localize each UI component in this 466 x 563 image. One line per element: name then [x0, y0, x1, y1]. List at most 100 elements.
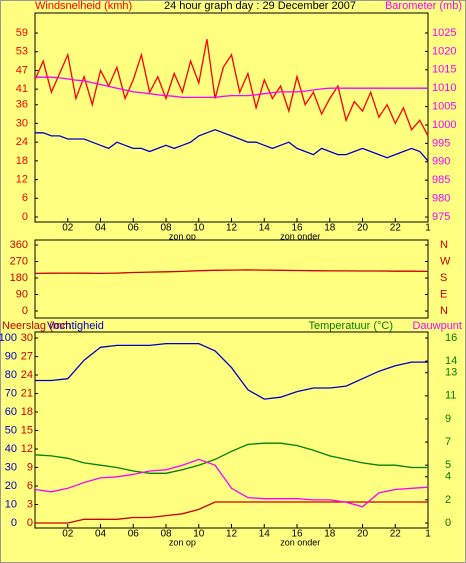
- y-tick-label: 60: [5, 406, 17, 418]
- y2-tick-label: 9: [445, 413, 451, 425]
- y-tick-label: 30: [5, 461, 17, 473]
- chart-title: 24 hour graph day : 29 December 2007: [164, 0, 356, 12]
- x-tick-label: 20: [357, 529, 369, 540]
- y2-tick-label: 5: [445, 459, 451, 471]
- series-line: [34, 269, 429, 275]
- y-tick-label: 18: [16, 155, 28, 167]
- y2-tick-label: 1015: [432, 64, 456, 76]
- series-line: [35, 129, 429, 162]
- y-tick-label: 80: [5, 369, 17, 381]
- x-tick-label: 04: [95, 223, 107, 234]
- axis-label: Barometer (mb): [385, 0, 462, 12]
- series-line: [35, 76, 428, 99]
- plot-area: [34, 12, 429, 223]
- y3-tick-label: 27: [21, 350, 33, 362]
- y-tick-label: 36: [16, 99, 28, 111]
- axis-label: Dauwpunt: [412, 320, 462, 332]
- plot-area: [34, 331, 429, 529]
- y2-tick-label: 11: [445, 390, 456, 402]
- axis-label: Vochtigheid: [47, 320, 104, 332]
- annotation: zon onder: [280, 231, 320, 241]
- x-tick-label: 18: [324, 223, 336, 234]
- x-tick-label: 10: [193, 529, 205, 540]
- series-line: [34, 39, 429, 137]
- x-tick-label: 12: [226, 223, 238, 234]
- y2-tick-label: E: [440, 288, 447, 300]
- y-tick-label: 360: [10, 239, 28, 251]
- x-tick-label: 06: [128, 223, 140, 234]
- series-line: [34, 442, 428, 474]
- y2-tick-label: 1000: [432, 119, 456, 131]
- y-tick-label: 90: [5, 350, 17, 362]
- axis-label: Neerslag (mm: [2, 320, 71, 332]
- annotation: zon onder: [280, 537, 320, 547]
- y2-tick-label: 985: [432, 174, 450, 186]
- y2-tick-label: 4: [445, 471, 451, 483]
- y-tick-label: 59: [16, 27, 28, 39]
- x-tick-label: 1: [425, 529, 431, 540]
- y2-tick-label: 975: [432, 211, 450, 223]
- x-tick-label: 16: [291, 223, 303, 234]
- y-tick-label: 10: [5, 498, 17, 510]
- series-line: [35, 342, 428, 400]
- y2-tick-label: 1025: [432, 27, 456, 39]
- x-tick-label: 16: [291, 529, 303, 540]
- y3-tick-label: 0: [27, 517, 33, 529]
- y2-tick-label: 14: [445, 355, 457, 367]
- y3-tick-label: 12: [21, 443, 33, 455]
- x-tick-label: 06: [128, 529, 140, 540]
- y-tick-label: 30: [16, 117, 28, 129]
- y2-tick-label: 1005: [432, 101, 456, 113]
- y-tick-label: 50: [5, 424, 17, 436]
- y-tick-label: 53: [16, 46, 28, 58]
- y3-tick-label: 3: [27, 498, 33, 510]
- x-tick-label: 02: [62, 529, 74, 540]
- annotation: zon op: [169, 231, 196, 241]
- y2-tick-label: 13: [445, 367, 457, 379]
- y2-tick-label: 16: [445, 332, 457, 344]
- y3-tick-label: 9: [27, 461, 33, 473]
- x-tick-label: 08: [160, 223, 172, 234]
- y3-tick-label: 21: [21, 387, 33, 399]
- y-tick-label: 100: [0, 332, 17, 344]
- x-tick-label: 14: [259, 223, 271, 234]
- y-tick-label: 70: [5, 387, 17, 399]
- y-tick-label: 0: [22, 211, 28, 223]
- x-tick-label: 20: [357, 223, 369, 234]
- axis-label: Temperatuur (°C): [309, 320, 393, 332]
- y3-tick-label: 30: [21, 332, 33, 344]
- y-tick-label: 270: [10, 255, 28, 267]
- y2-tick-label: W: [440, 255, 451, 267]
- x-tick-label: 14: [259, 529, 271, 540]
- y2-tick-label: 995: [432, 137, 450, 149]
- axis-label: Windsnelheid (kmh): [35, 0, 132, 12]
- y-tick-label: 180: [10, 272, 28, 284]
- y3-tick-label: 15: [21, 424, 33, 436]
- y2-tick-label: N: [440, 239, 448, 251]
- y-tick-label: 90: [16, 288, 28, 300]
- x-tick-label: 12: [226, 529, 238, 540]
- y-tick-label: 12: [16, 173, 28, 185]
- x-tick-label: 08: [160, 529, 172, 540]
- x-tick-label: 1: [425, 223, 431, 234]
- x-tick-label: 10: [193, 223, 205, 234]
- y-tick-label: 20: [5, 480, 17, 492]
- y3-tick-label: 18: [21, 406, 33, 418]
- series-line: [34, 458, 429, 508]
- series-line: [35, 501, 428, 524]
- y2-tick-label: 990: [432, 156, 450, 168]
- x-tick-label: 18: [324, 529, 336, 540]
- y2-tick-label: N: [440, 305, 448, 317]
- x-tick-label: 02: [62, 223, 74, 234]
- y2-tick-label: 7: [445, 436, 451, 448]
- x-tick-label: 04: [95, 529, 107, 540]
- y-tick-label: 0: [22, 305, 28, 317]
- y-tick-label: 41: [16, 83, 28, 95]
- annotation: zon op: [169, 537, 196, 547]
- y2-tick-label: S: [440, 272, 447, 284]
- y3-tick-label: 6: [27, 480, 33, 492]
- y-tick-label: 0: [11, 517, 17, 529]
- y-tick-label: 6: [22, 192, 28, 204]
- y3-tick-label: 24: [21, 369, 33, 381]
